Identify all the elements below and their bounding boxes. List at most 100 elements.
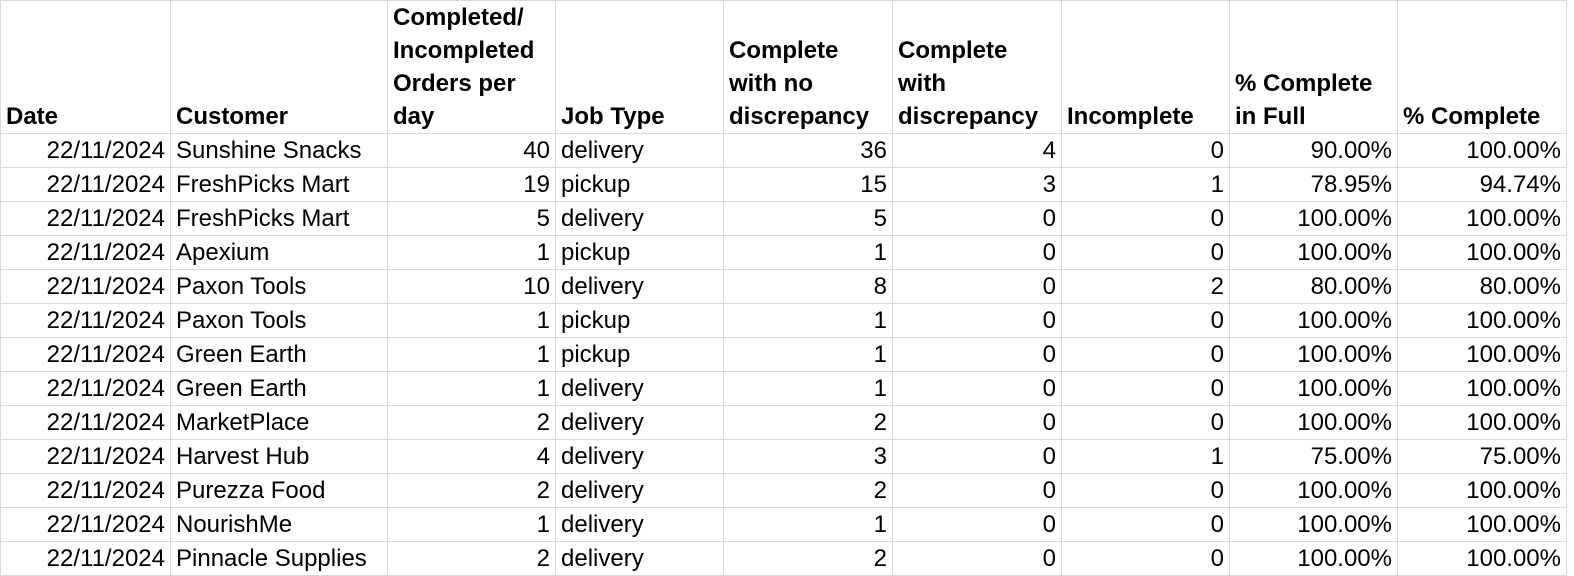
header-row: Date Customer Completed/ Incompleted Order… — [0, 0, 1567, 134]
cell: 100.00% — [1397, 541, 1567, 576]
header-cell: Job Type — [555, 0, 724, 134]
cell: FreshPicks Mart — [170, 201, 388, 236]
cell: 22/11/2024 — [0, 303, 171, 338]
cell: 100.00% — [1397, 473, 1567, 508]
cell: delivery — [555, 269, 724, 304]
cell: 3 — [892, 167, 1062, 202]
cell: 0 — [892, 337, 1062, 372]
cell: Paxon Tools — [170, 303, 388, 338]
header-cell: Complete with no discrepancy — [723, 0, 893, 134]
cell: 0 — [1061, 337, 1230, 372]
cell: 22/11/2024 — [0, 337, 171, 372]
header-cell: % Complete in Full — [1229, 0, 1398, 134]
cell: 22/11/2024 — [0, 133, 171, 168]
cell: 2 — [723, 473, 893, 508]
cell: 1 — [723, 303, 893, 338]
cell: 1 — [387, 507, 556, 542]
header: Date Customer Completed/ Incompleted Order… — [0, 0, 1567, 134]
cell: 0 — [1061, 473, 1230, 508]
cell: 100.00% — [1397, 371, 1567, 406]
cell: 2 — [723, 405, 893, 440]
cell: 78.95% — [1229, 167, 1398, 202]
cell: 3 — [723, 439, 893, 474]
cell: 2 — [387, 541, 556, 576]
cell: 1 — [723, 337, 893, 372]
cell: 1 — [1061, 439, 1230, 474]
cell: delivery — [555, 371, 724, 406]
row: 22/11/2024 Sunshine Snacks 40 delivery 36 4 0 9… — [0, 133, 1567, 168]
cell: 19 — [387, 167, 556, 202]
cell: 1 — [723, 371, 893, 406]
row: 22/11/2024 Purezza Food 2 delivery 2 0 0 100.00… — [0, 473, 1567, 508]
cell: 22/11/2024 — [0, 473, 171, 508]
cell: 75.00% — [1397, 439, 1567, 474]
cell: delivery — [555, 405, 724, 440]
cell: Green Earth — [170, 337, 388, 372]
cell: 2 — [387, 473, 556, 508]
cell: 100.00% — [1397, 235, 1567, 270]
cell: 80.00% — [1229, 269, 1398, 304]
cell: 100.00% — [1229, 235, 1398, 270]
cell: Green Earth — [170, 371, 388, 406]
cell: 0 — [892, 201, 1062, 236]
cell: 80.00% — [1397, 269, 1567, 304]
cell: 0 — [892, 439, 1062, 474]
cell: 0 — [1061, 405, 1230, 440]
cell: 2 — [387, 405, 556, 440]
cell: 0 — [1061, 541, 1230, 576]
cell: 2 — [723, 541, 893, 576]
cell: 1 — [387, 337, 556, 372]
cell: pickup — [555, 167, 724, 202]
cell: 100.00% — [1397, 303, 1567, 338]
cell: pickup — [555, 337, 724, 372]
cell: delivery — [555, 133, 724, 168]
cell: 0 — [892, 405, 1062, 440]
cell: NourishMe — [170, 507, 388, 542]
header-cell: Complete with discrepancy — [892, 0, 1062, 134]
cell: 0 — [892, 507, 1062, 542]
cell: Apexium — [170, 235, 388, 270]
cell: 22/11/2024 — [0, 167, 171, 202]
header-cell: Date — [0, 0, 171, 134]
cell: delivery — [555, 541, 724, 576]
cell: 10 — [387, 269, 556, 304]
cell: 1 — [387, 235, 556, 270]
cell: 100.00% — [1397, 201, 1567, 236]
cell: 4 — [892, 133, 1062, 168]
cell: 1 — [723, 507, 893, 542]
cell: 36 — [723, 133, 893, 168]
header-cell: % Complete — [1397, 0, 1567, 134]
cell: FreshPicks Mart — [170, 167, 388, 202]
cell: MarketPlace — [170, 405, 388, 440]
cell: 100.00% — [1229, 541, 1398, 576]
cell: pickup — [555, 303, 724, 338]
cell: 22/11/2024 — [0, 439, 171, 474]
cell: delivery — [555, 507, 724, 542]
row: 22/11/2024 Green Earth 1 delivery 1 0 0 100.00%… — [0, 371, 1567, 406]
cell: 90.00% — [1229, 133, 1398, 168]
cell: 40 — [387, 133, 556, 168]
cell: 100.00% — [1397, 405, 1567, 440]
cell: 0 — [892, 303, 1062, 338]
cell: Purezza Food — [170, 473, 388, 508]
cell: 22/11/2024 — [0, 541, 171, 576]
row: 22/11/2024 Paxon Tools 10 delivery 8 0 2 80.00%… — [0, 269, 1567, 304]
row: 22/11/2024 MarketPlace 2 delivery 2 0 0 100.00%… — [0, 405, 1567, 440]
cell: 100.00% — [1397, 337, 1567, 372]
cell: 22/11/2024 — [0, 405, 171, 440]
cell: 4 — [387, 439, 556, 474]
row: 22/11/2024 NourishMe 1 delivery 1 0 0 100.00% 10… — [0, 507, 1567, 542]
cell: delivery — [555, 473, 724, 508]
cell: 0 — [1061, 201, 1230, 236]
cell: 0 — [892, 235, 1062, 270]
header-cell: Customer — [170, 0, 388, 134]
cell: 22/11/2024 — [0, 507, 171, 542]
cell: 5 — [387, 201, 556, 236]
cell: 75.00% — [1229, 439, 1398, 474]
cell: 2 — [1061, 269, 1230, 304]
cell: 1 — [723, 235, 893, 270]
cell: 0 — [892, 473, 1062, 508]
header-cell: Completed/ Incompleted Orders per day — [387, 0, 556, 134]
